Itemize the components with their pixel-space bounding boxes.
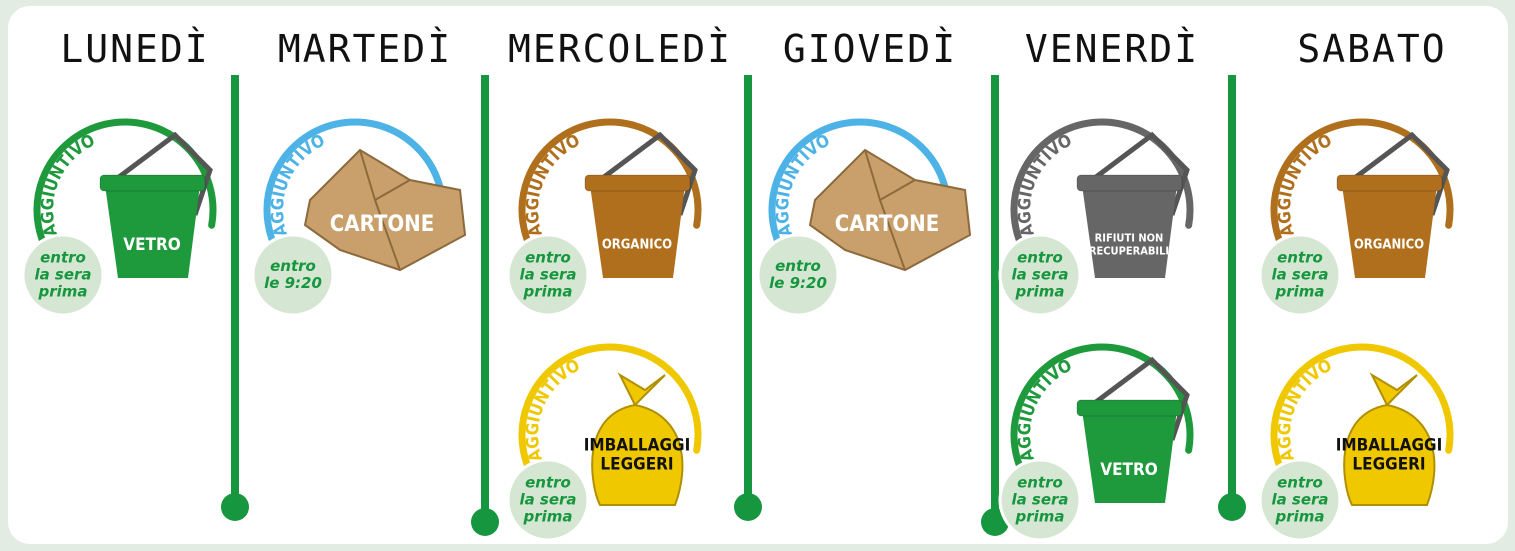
bin-body [1342, 185, 1437, 278]
box [303, 148, 467, 272]
box-fold [864, 149, 916, 271]
separator-dot [471, 508, 499, 536]
bin-body [105, 185, 200, 278]
note-badge [1258, 458, 1342, 542]
bin-label: CARTONE [330, 212, 435, 237]
note-text: entro [775, 257, 821, 275]
note-text: la sera [1271, 491, 1328, 509]
bin-label: ORGANICO [1354, 238, 1424, 253]
bin-label: RECUPERABILI [1089, 245, 1169, 258]
note-text: prima [1274, 508, 1324, 526]
bin-body [1082, 185, 1177, 278]
note-text: la sera [1011, 266, 1068, 284]
note-text: entro [270, 257, 316, 275]
note-badge [998, 233, 1082, 317]
box-fold [359, 149, 411, 271]
note-text: prima [522, 283, 572, 301]
separator-dot [1218, 493, 1246, 521]
note-text: le 9:20 [769, 274, 827, 292]
note-badge [21, 233, 105, 317]
separator-dot [734, 493, 762, 521]
note-text: prima [522, 508, 572, 526]
arc [518, 118, 702, 264]
bin-body [1082, 410, 1177, 503]
bin-label: RIFIUTI NON [1095, 232, 1164, 245]
bin-rim [99, 174, 206, 192]
note-text: entro [1017, 249, 1063, 267]
arc [263, 118, 447, 264]
bag-tie [1369, 372, 1418, 407]
note-badge [1258, 233, 1342, 317]
arc [1270, 118, 1454, 264]
note-text: le 9:20 [264, 274, 322, 292]
arc [1010, 343, 1194, 489]
day-name: MARTEDÌ [278, 27, 452, 71]
day-name: GIOVEDÌ [783, 27, 957, 71]
bag-tie [617, 372, 666, 407]
note-text: entro [525, 249, 571, 267]
note-text: la sera [1271, 266, 1328, 284]
bin-label: LEGGERI [1352, 455, 1425, 475]
bag [591, 403, 684, 506]
note-text: prima [1274, 283, 1324, 301]
note-badge [251, 233, 335, 317]
day-name: VENERDÌ [1025, 27, 1199, 71]
note-badge [506, 458, 590, 542]
bin-rim [1336, 174, 1443, 192]
note-badge [506, 233, 590, 317]
bin-label: VETRO [1100, 460, 1158, 480]
note-text: entro [1017, 474, 1063, 492]
day-name: LUNEDÌ [60, 27, 209, 71]
bin-rim [584, 174, 691, 192]
arc [768, 118, 952, 264]
bag [1343, 403, 1436, 506]
note-text: prima [37, 283, 87, 301]
note-text: entro [1277, 249, 1323, 267]
bin-label: IMBALLAGGI [584, 436, 691, 456]
bin-label: ORGANICO [602, 238, 672, 253]
note-text: prima [1014, 508, 1064, 526]
bin-label: IMBALLAGGI [1336, 436, 1443, 456]
day-name: SABATO [1297, 27, 1446, 71]
bin-rim [1076, 399, 1183, 417]
note-text: la sera [519, 266, 576, 284]
note-text: la sera [519, 491, 576, 509]
box [808, 148, 972, 272]
note-badge [998, 458, 1082, 542]
note-text: prima [1014, 283, 1064, 301]
arc [33, 118, 217, 264]
arc [518, 343, 702, 489]
bin-handle [598, 131, 698, 216]
arc [1010, 118, 1194, 264]
note-text: entro [1277, 474, 1323, 492]
arc [1270, 343, 1454, 489]
bin-handle [1350, 131, 1450, 216]
bin-handle [113, 131, 213, 216]
bin-label: VETRO [123, 235, 181, 255]
day-name: MERCOLEDÌ [508, 27, 732, 71]
note-badge [756, 233, 840, 317]
note-text: entro [525, 474, 571, 492]
bin-rim [1076, 174, 1183, 192]
bin-handle [1090, 356, 1190, 441]
note-text: entro [40, 249, 86, 267]
note-text: la sera [1011, 491, 1068, 509]
note-text: la sera [34, 266, 91, 284]
bin-handle [1090, 131, 1190, 216]
bin-body [590, 185, 685, 278]
bin-label: CARTONE [835, 212, 940, 237]
bin-label: LEGGERI [600, 455, 673, 475]
separator-dot [221, 493, 249, 521]
